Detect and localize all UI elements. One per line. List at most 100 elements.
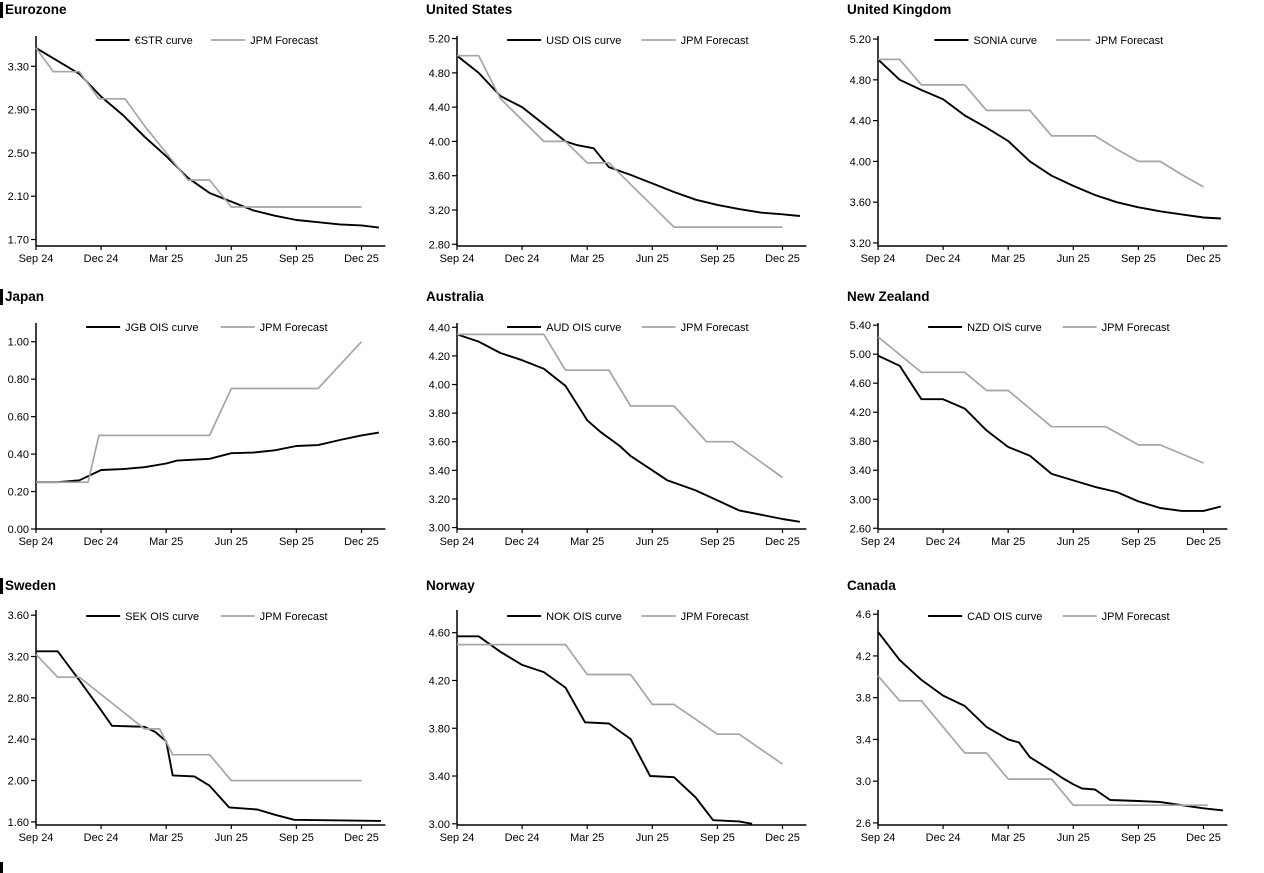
y-tick-label: 4.00 — [429, 380, 450, 392]
y-tick-label: 3.60 — [429, 437, 450, 449]
x-tick-label: Dec 25 — [765, 253, 800, 265]
series-line-jpm-forecast — [877, 675, 1208, 807]
x-tick-label: Dec 24 — [926, 832, 961, 844]
x-tick-label: Jun 25 — [215, 832, 248, 844]
y-tick-label: 0.00 — [8, 524, 29, 536]
x-tick-label: Sep 24 — [19, 536, 54, 548]
series-line-str-curve — [35, 47, 380, 229]
x-tick-label: Sep 24 — [861, 253, 896, 265]
chart-canvas: United States 5.20 4.80 4.40 4.00 3.60 3.20 2.8… — [426, 2, 807, 265]
series-line-nok-ois-curve — [457, 635, 753, 825]
x-tick-label: Dec 25 — [1186, 253, 1221, 265]
x-tick-label: Sep 24 — [19, 832, 54, 844]
chart-title: United States — [426, 2, 512, 17]
y-tick-label: 3.00 — [850, 494, 871, 506]
x-tick-label: Jun 25 — [215, 536, 248, 548]
y-tick-label: 4.00 — [850, 156, 871, 168]
x-tick-label: Dec 24 — [84, 536, 119, 548]
series-line-jpm-forecast — [35, 653, 362, 782]
legend-label-usd-ois-curve: USD OIS curve — [546, 35, 621, 47]
y-tick-label: 3.0 — [856, 776, 871, 788]
series-line-jpm-forecast — [878, 58, 1204, 188]
y-tick-label: 0.60 — [8, 412, 29, 424]
y-tick-label: 2.80 — [8, 693, 29, 705]
x-tick-label: Mar 25 — [991, 536, 1025, 548]
x-tick-label: Dec 25 — [1186, 536, 1221, 548]
y-tick-label: 4.2 — [856, 651, 871, 663]
y-tick-label: 3.20 — [8, 652, 29, 664]
series-line-nzd-ois-curve — [877, 354, 1222, 512]
x-tick-label: Jun 25 — [636, 536, 669, 548]
x-tick-label: Dec 25 — [765, 832, 800, 844]
legend-label-cad-ois-curve: CAD OIS curve — [967, 611, 1042, 623]
x-tick-label: Mar 25 — [149, 832, 183, 844]
chart-eurozone: Eurozone 3.30 2.90 2.50 2.10 1.70 Sep 24 Dec 24… — [0, 0, 421, 285]
chart-new-zealand: New Zealand 5.40 5.00 4.60 4.20 3.80 3.40 3.00 2… — [842, 285, 1264, 570]
y-tick-label: 3.40 — [429, 465, 450, 477]
y-tick-label: 5.20 — [850, 34, 871, 46]
y-tick-label: 3.40 — [850, 465, 871, 477]
x-tick-label: Jun 25 — [1057, 832, 1090, 844]
x-tick-label: Mar 25 — [570, 832, 604, 844]
x-tick-label: Sep 24 — [440, 253, 475, 265]
legend-label-aud-ois-curve: AUD OIS curve — [546, 322, 621, 334]
chart-united-states: United States 5.20 4.80 4.40 4.00 3.60 3.20 2.8… — [421, 0, 842, 285]
chart-title: Eurozone — [5, 2, 67, 17]
section-marker-bar — [0, 289, 3, 305]
x-tick-label: Mar 25 — [570, 253, 604, 265]
y-tick-label: 0.40 — [8, 449, 29, 461]
y-tick-label: 2.50 — [8, 148, 29, 160]
x-tick-label: Jun 25 — [1057, 536, 1090, 548]
chart-australia: Australia 4.40 4.20 4.00 3.80 3.60 3.40 3.20 3.0… — [421, 285, 842, 570]
y-tick-label: 1.60 — [8, 817, 29, 829]
x-tick-label: Dec 25 — [344, 253, 379, 265]
series-line-sek-ois-curve — [36, 650, 382, 822]
chart-united-kingdom: United Kingdom 5.20 4.80 4.40 4.00 3.60 3.20 Se… — [842, 0, 1264, 285]
y-tick-label: 3.60 — [850, 197, 871, 209]
x-tick-label: Dec 24 — [505, 536, 540, 548]
legend-label-sonia-curve: SONIA curve — [973, 35, 1037, 47]
x-tick-label: Mar 25 — [149, 253, 183, 265]
section-marker-bar-clipped — [0, 862, 3, 873]
y-tick-label: 2.40 — [8, 734, 29, 746]
chart-title: Canada — [847, 578, 896, 593]
legend-label-jpm-forecast: JPM Forecast — [260, 611, 328, 623]
chart-canvas: United Kingdom 5.20 4.80 4.40 4.00 3.60 3.20 Se… — [847, 2, 1228, 265]
legend-label-jpm-forecast: JPM Forecast — [681, 35, 749, 47]
y-tick-label: 1.00 — [8, 337, 29, 349]
x-tick-label: Dec 24 — [926, 536, 961, 548]
y-tick-label: 3.60 — [8, 610, 29, 622]
y-tick-label: 2.00 — [8, 776, 29, 788]
y-tick-label: 0.80 — [8, 374, 29, 386]
y-tick-label: 3.40 — [429, 771, 450, 783]
x-tick-label: Jun 25 — [636, 253, 669, 265]
x-tick-label: Dec 25 — [1186, 832, 1221, 844]
legend-label-jpm-forecast: JPM Forecast — [250, 35, 318, 47]
y-tick-label: 3.8 — [856, 693, 871, 705]
x-tick-label: Mar 25 — [570, 536, 604, 548]
y-tick-label: 4.6 — [856, 609, 871, 621]
legend-label-nzd-ois-curve: NZD OIS curve — [967, 322, 1042, 334]
y-tick-label: 4.20 — [429, 351, 450, 363]
y-tick-label: 4.00 — [429, 136, 450, 148]
y-tick-label: 4.60 — [850, 378, 871, 390]
y-tick-label: 3.60 — [429, 171, 450, 183]
y-tick-label: 2.6 — [856, 818, 871, 830]
series-line-cad-ois-curve — [877, 631, 1224, 812]
y-tick-label: 2.90 — [8, 105, 29, 117]
chart-japan: Japan 1.00 0.80 0.60 0.40 0.20 0.00 Sep 24 Dec 2… — [0, 285, 421, 570]
chart-canvas: Sweden 3.60 3.20 2.80 2.40 2.00 1.60 Sep 24 Dec … — [5, 578, 386, 844]
x-tick-label: Mar 25 — [991, 832, 1025, 844]
y-tick-label: 4.60 — [429, 628, 450, 640]
x-tick-label: Jun 25 — [1057, 253, 1090, 265]
x-tick-label: Dec 24 — [926, 253, 961, 265]
y-tick-label: 4.40 — [429, 102, 450, 114]
chart-title: New Zealand — [847, 289, 930, 304]
y-tick-label: 1.70 — [8, 235, 29, 247]
x-tick-label: Sep 25 — [1121, 536, 1156, 548]
y-tick-label: 3.30 — [8, 61, 29, 73]
y-tick-label: 3.20 — [850, 238, 871, 250]
series-line-jgb-ois-curve — [36, 431, 380, 484]
series-line-jpm-forecast — [457, 333, 783, 479]
